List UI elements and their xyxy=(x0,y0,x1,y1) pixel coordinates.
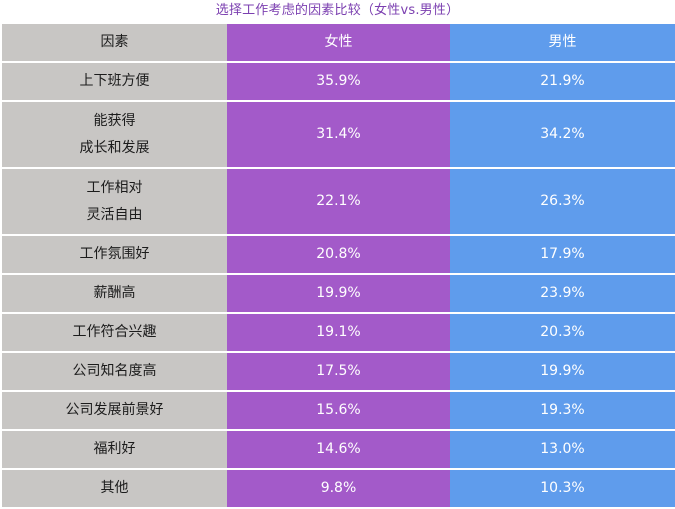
factor-label: 工作相对 灵活自由 xyxy=(86,179,143,223)
factor-label: 公司知名度高 xyxy=(72,363,157,379)
row-3-male: 26.3% xyxy=(450,169,675,234)
row-9-male: 13.0% xyxy=(450,431,675,468)
row-4-female: 20.8% xyxy=(227,236,450,273)
factor-label: 福利好 xyxy=(93,441,136,457)
row-2-female: 31.4% xyxy=(227,102,450,167)
factor-label: 薪酬高 xyxy=(93,285,136,301)
row-1-male: 21.9% xyxy=(450,63,675,100)
row-6-male: 20.3% xyxy=(450,314,675,351)
row-5-factor: 薪酬高 xyxy=(2,275,227,312)
row-10-male: 10.3% xyxy=(450,470,675,507)
factor-label: 上下班方便 xyxy=(79,73,150,89)
factor-label: 其他 xyxy=(100,480,129,496)
row-5-male: 23.9% xyxy=(450,275,675,312)
factor-label: 工作符合兴趣 xyxy=(72,324,157,340)
row-9-female: 14.6% xyxy=(227,431,450,468)
row-7-male: 19.9% xyxy=(450,353,675,390)
factor-label: 公司发展前景好 xyxy=(65,402,164,418)
row-8-factor: 公司发展前景好 xyxy=(2,392,227,429)
comparison-table: 因素 女性 男性 上下班方便 35.9% 21.9% 能获得 成长和发展 31.… xyxy=(0,24,675,507)
row-4-male: 17.9% xyxy=(450,236,675,273)
row-7-female: 17.5% xyxy=(227,353,450,390)
row-4-factor: 工作氛围好 xyxy=(2,236,227,273)
row-10-factor: 其他 xyxy=(2,470,227,507)
row-2-male: 34.2% xyxy=(450,102,675,167)
factor-label: 能获得 成长和发展 xyxy=(79,112,150,156)
row-3-female: 22.1% xyxy=(227,169,450,234)
header-male: 男性 xyxy=(450,24,675,61)
row-3-factor: 工作相对 灵活自由 xyxy=(2,169,227,234)
row-5-female: 19.9% xyxy=(227,275,450,312)
row-7-factor: 公司知名度高 xyxy=(2,353,227,390)
row-2-factor: 能获得 成长和发展 xyxy=(2,102,227,167)
header-factor: 因素 xyxy=(2,24,227,61)
row-9-factor: 福利好 xyxy=(2,431,227,468)
row-6-female: 19.1% xyxy=(227,314,450,351)
row-1-factor: 上下班方便 xyxy=(2,63,227,100)
row-1-female: 35.9% xyxy=(227,63,450,100)
header-female: 女性 xyxy=(227,24,450,61)
row-8-male: 19.3% xyxy=(450,392,675,429)
row-6-factor: 工作符合兴趣 xyxy=(2,314,227,351)
table-title: 选择工作考虑的因素比较（女性vs.男性） xyxy=(215,3,460,18)
row-8-female: 15.6% xyxy=(227,392,450,429)
row-10-female: 9.8% xyxy=(227,470,450,507)
factor-label: 工作氛围好 xyxy=(79,246,150,262)
